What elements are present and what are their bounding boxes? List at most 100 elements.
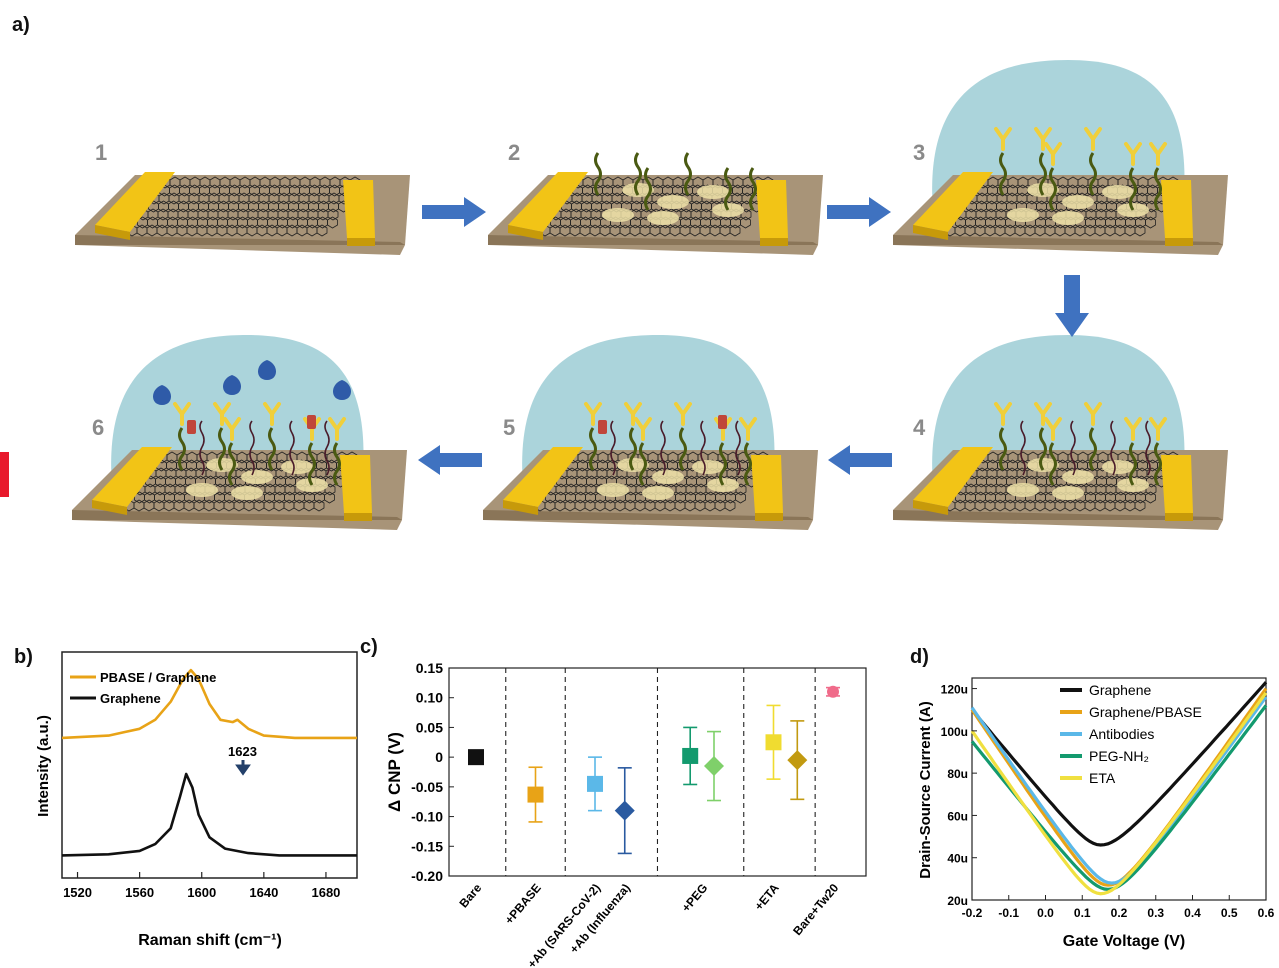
right-electrode — [751, 455, 783, 513]
cnp-point-7 — [787, 720, 808, 801]
transfer-x-tick-label: 0.0 — [1037, 906, 1054, 920]
pbase-patch — [1027, 183, 1059, 197]
marker-square — [682, 747, 699, 764]
marker-square — [468, 749, 484, 766]
cnp-y-tick-label: 0 — [435, 749, 443, 765]
graphene-hex — [1145, 216, 1156, 229]
pbase-patch — [597, 483, 629, 497]
cnp-point-3 — [614, 767, 635, 855]
transfer-x-label: Gate Voltage (V) — [1063, 933, 1185, 950]
left-electrode — [92, 447, 172, 507]
right-electrode-side — [1165, 513, 1193, 521]
linker-chain — [1129, 442, 1137, 486]
linker-chain — [268, 427, 276, 471]
cnp-shift-plot: 0.15 0.10 0.05 0 -0.05 -0.10 -0.15 -0.20 Bare +PB… — [385, 660, 867, 968]
graphene-hex — [724, 499, 736, 512]
transfer-curve-4 — [970, 691, 1268, 896]
panel-label-b: b) — [14, 646, 33, 668]
transfer-y-tick-label: 20u — [947, 894, 968, 908]
peak-arrow-icon — [235, 760, 251, 776]
pbase-patch — [231, 486, 263, 500]
graphene-hex — [1134, 224, 1146, 237]
left-electrode — [508, 172, 588, 232]
raman-series-1 — [61, 772, 357, 857]
buffer-droplet — [111, 335, 364, 485]
step-number: 5 — [503, 415, 515, 440]
substrate-edge — [893, 510, 1223, 520]
antibody — [624, 402, 642, 426]
graphene-hex — [1145, 208, 1157, 221]
raman-plot: 1520 1560 1600 1640 1680 PBASE / Graphene Gr… — [35, 651, 358, 949]
transfer-x-tick-label: 0.3 — [1147, 906, 1164, 920]
pbase-patch — [1052, 211, 1084, 225]
marker-circle — [827, 685, 839, 698]
linker-chain — [749, 167, 757, 211]
pbase-patch — [1102, 460, 1134, 474]
transfer-y-tick-label: 120u — [941, 683, 968, 697]
right-electrode-side — [1165, 238, 1193, 246]
left-electrode-side — [913, 225, 948, 240]
linker-chain — [218, 427, 226, 471]
arrow-step1-to-2 — [422, 197, 486, 227]
linker-chain — [1039, 152, 1047, 196]
cnp-point-1 — [527, 766, 544, 823]
buffer-droplet — [932, 60, 1185, 210]
linker-chain — [634, 152, 642, 196]
peg-chain — [660, 420, 666, 476]
arrow-step4-to-5 — [828, 445, 892, 475]
device-stage-4: 4 — [893, 335, 1228, 530]
left-electrode — [95, 172, 175, 232]
linker-chain — [308, 442, 316, 486]
antibody — [1149, 142, 1167, 166]
step-number: 1 — [95, 140, 107, 165]
pbase-patch — [617, 458, 649, 472]
antibody — [1084, 402, 1102, 426]
raman-series-0 — [61, 668, 357, 740]
left-electrode-side — [508, 225, 543, 240]
cnp-category-label: +PEG — [679, 881, 711, 915]
transfer-x-tick-label: -0.1 — [998, 906, 1019, 920]
marker-diamond — [704, 756, 724, 777]
raman-x-tick-label: 1520 — [63, 885, 92, 900]
linker-chain — [589, 427, 597, 471]
antibody — [1034, 402, 1052, 426]
cnp-point-4 — [682, 726, 699, 786]
linker-chain — [999, 152, 1007, 196]
cnp-point-2 — [587, 756, 603, 812]
left-electrode-side — [95, 225, 130, 240]
substrate-edge — [488, 235, 818, 245]
cnp-category-label: +ETA — [752, 881, 782, 913]
graphene-hex — [735, 483, 747, 496]
linker-chain — [178, 427, 186, 471]
pbase-patch — [692, 460, 724, 474]
pbase-patch — [206, 458, 238, 472]
antibody — [584, 402, 602, 426]
pbase-patch — [697, 185, 729, 199]
transfer-legend-label: Graphene — [1089, 682, 1151, 698]
right-electrode — [343, 180, 375, 238]
marker-diamond — [614, 800, 635, 821]
cnp-point-6 — [765, 704, 782, 780]
right-electrode-side — [344, 513, 372, 521]
graphene-hex — [316, 224, 328, 237]
pbase-patch — [241, 470, 273, 484]
peg-chain — [610, 420, 616, 476]
transfer-curve-plot: -0.2 -0.1 0.0 0.1 0.2 0.3 0.4 0.5 0.6 20u 40u 60u 80… — [917, 677, 1275, 950]
transfer-curve-0 — [970, 681, 1268, 847]
marker-square — [527, 786, 544, 803]
graphene-hex — [327, 216, 338, 229]
antibody — [634, 417, 652, 441]
marker-square — [587, 775, 603, 792]
antibody — [739, 417, 757, 441]
pbase-patch — [652, 470, 684, 484]
cnp-category-label: Bare+Tw20 — [790, 881, 841, 938]
linker-chain — [1039, 427, 1047, 471]
pbase-patch — [1062, 470, 1094, 484]
left-electrode — [503, 447, 583, 507]
transfer-legend-label: Graphene/PBASE — [1089, 704, 1202, 720]
pbase-patch — [1052, 486, 1084, 500]
transfer-x-tick-label: 0.6 — [1258, 906, 1275, 920]
transfer-x-tick-label: 0.4 — [1184, 906, 1201, 920]
linker-chain — [629, 427, 637, 471]
linker-chain — [1089, 427, 1097, 471]
